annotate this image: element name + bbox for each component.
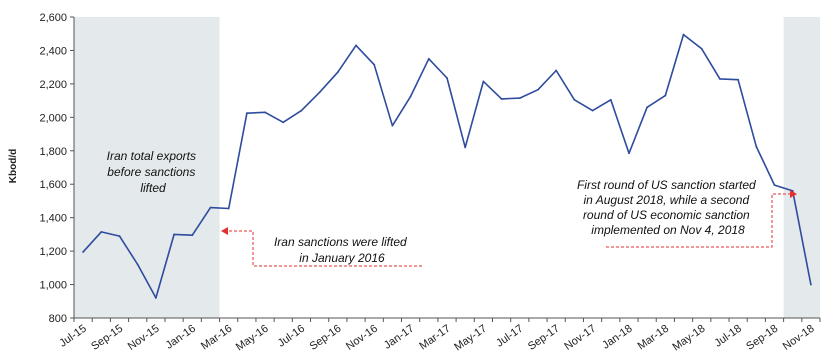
x-tick-label: Jul-18 [712,323,743,350]
data-point [355,44,357,47]
data-point [646,106,649,109]
data-point [555,69,558,72]
x-tick-label: Jan-18 [600,323,634,352]
data-point [336,71,339,74]
data-point [245,112,248,115]
annotation-us-sanctions: First round of US sanction started in Au… [577,178,759,237]
x-tick-label: Jan-17 [382,323,416,352]
x-tick-label: Nov-15 [126,323,162,353]
data-point [737,78,740,81]
y-tick-label: 1,800 [39,146,67,158]
data-point [573,98,576,101]
data-point [427,57,430,60]
arrowhead-icon [790,190,797,198]
series-line [82,33,812,299]
data-point [628,152,630,155]
data-point [264,111,266,114]
y-tick-label: 2,000 [39,112,67,124]
y-tick-label: 1,200 [39,246,67,258]
data-point [518,97,521,100]
arrow-sanctions-lifted [221,227,422,267]
arrowhead-icon [221,227,228,235]
data-point [209,206,212,209]
x-tick-label: Jul-15 [57,323,88,350]
data-point [719,77,721,80]
y-tick-label: 800 [49,313,67,325]
annotation-us-sanctions-line: First round of US sanction started [577,178,756,192]
data-point [118,235,121,237]
data-point [136,263,139,266]
data-point [755,145,758,148]
data-point [100,230,103,233]
annotation-pre-sanction: Iran total exports before sanctions lift… [107,149,200,195]
data-point [373,63,376,66]
data-point [682,33,685,36]
data-point [537,88,539,91]
data-point [282,121,285,124]
y-axis-label: Kbod/d [8,149,19,183]
annotation-sanctions-lifted: Iran sanctions were lifted in January 20… [274,235,410,265]
x-tick-label: Sep-17 [526,323,562,353]
data-point [191,234,194,237]
arrow-us-sanctions [606,190,797,248]
axes [73,17,820,319]
annotation-sanctions-lifted-line: in January 2016 [299,251,385,265]
annotation-us-sanctions-line: in August 2018, while a second [583,193,749,207]
annotation-pre-sanction-line: Iran total exports [107,149,196,163]
x-tick-label: May-18 [671,323,708,354]
x-tick-label: Mar-16 [199,323,234,353]
data-point [810,283,812,286]
data-point [409,95,412,98]
data-point [391,124,394,127]
y-tick-label: 2,400 [39,45,67,57]
shaded-periods [74,17,820,318]
x-tick-label: Sep-15 [89,323,125,353]
data-point [700,47,703,50]
x-tick-label: Jan-16 [164,323,198,352]
data-point [609,98,612,101]
y-tick-label: 2,600 [39,12,67,24]
annotation-us-sanctions-line: round of US economic sanction [583,208,750,222]
data-point [591,109,594,112]
y-tick-label: 2,200 [39,79,67,91]
x-tick-label: Jul-16 [276,323,307,350]
data-point [82,251,84,253]
y-axis-ticks: 800 1,000 1,200 1,400 1,600 1,800 2,000 2,200 2,… [39,12,74,325]
annotation-sanctions-lifted-line: Iran sanctions were lifted [274,235,407,249]
x-tick-label: Nov-18 [781,323,817,353]
annotation-pre-sanction-line: lifted [140,181,166,195]
x-tick-label: Sep-18 [744,323,780,353]
data-point [464,146,467,149]
x-tick-label: Mar-17 [417,323,452,353]
y-tick-label: 1,400 [39,213,67,225]
annotation-pre-sanction-line: before sanctions [107,165,195,179]
data-point [173,233,175,236]
x-tick-label: Sep-16 [308,323,344,353]
x-tick-label: Jul-17 [494,323,525,350]
data-point [318,91,321,94]
x-axis-ticks: Jul-15 Sep-15 Nov-15 Jan-16 Mar-16 May-16 Jul-… [57,318,821,354]
x-tick-label: May-16 [234,323,271,354]
data-point [300,109,303,112]
annotation-us-sanctions-line: implemented on Nov 4, 2018 [591,223,745,237]
data-point [482,80,485,83]
data-point [500,98,503,100]
x-tick-label: May-17 [452,323,489,354]
data-point [446,77,448,79]
data-point [154,297,157,299]
y-tick-label: 1,000 [39,280,67,292]
shaded-region [783,17,820,318]
shaded-region [74,17,220,318]
data-point [227,207,230,210]
x-tick-label: Nov-17 [562,323,598,353]
data-point [773,184,776,186]
x-tick-label: Nov-16 [344,323,380,353]
y-tick-label: 1,600 [39,179,67,191]
x-tick-label: Mar-18 [636,323,671,353]
data-point [664,94,667,97]
